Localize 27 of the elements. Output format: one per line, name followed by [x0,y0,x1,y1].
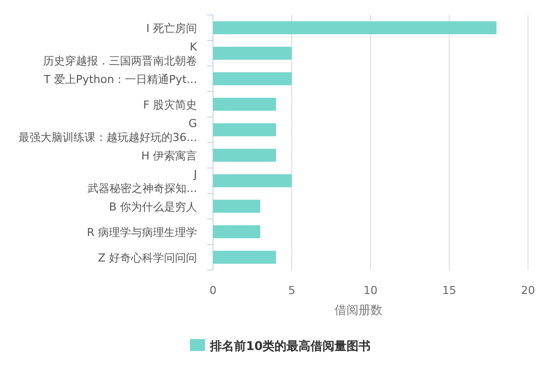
y-tick-label: I 死亡房间 [146,22,197,35]
x-tick-label: 10 [364,284,378,297]
y-tick-label: Z 好奇心科学问问问 [98,251,197,264]
y-tick-label: G 最强大脑训练课：越玩越好玩的36... [18,116,197,144]
bar [213,46,292,60]
x-tick-label: 15 [442,284,456,297]
legend-label: 排名前10类的最高借阅量图书 [209,339,371,353]
bar [213,123,276,136]
x-tick-label: 0 [210,284,216,297]
bar [213,225,260,238]
x-axis-title: 借阅册数 [334,303,382,317]
y-tick-label: K 历史穿越报．三国两晋南北朝卷 [43,40,198,68]
bar [213,98,276,111]
bar [213,200,260,213]
y-tick-label: T 爱上Python：一日精通Pyt... [42,72,197,86]
bar [213,72,292,86]
y-tick-label: J 武器秘密之神奇探知... [88,168,197,195]
x-tick-label: 5 [288,284,296,297]
y-tick-label: H 伊索寓言 [141,149,197,162]
bar [213,250,276,264]
x-tick-label: 20 [521,284,535,297]
y-tick-label: R 病理学与病理生理学 [86,226,197,239]
y-tick-label: B 你为什么是穷人 [108,200,197,214]
bar [213,148,276,162]
bar [213,174,292,188]
y-tick-label: F 股灾简史 [143,98,197,112]
bar [213,21,496,34]
